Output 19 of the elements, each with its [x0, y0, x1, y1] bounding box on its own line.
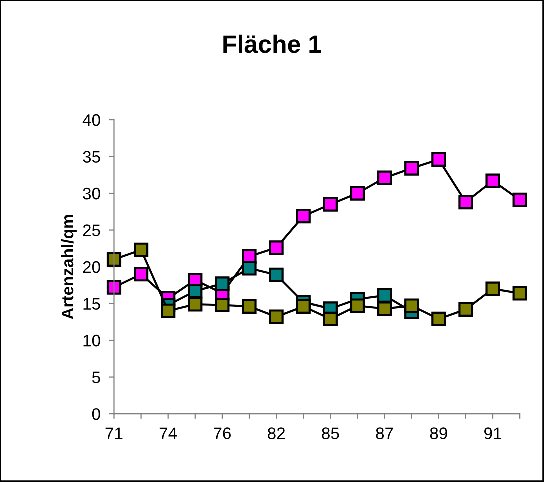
- x-tick-label: 91: [484, 428, 502, 440]
- y-tick-label: 0: [92, 408, 100, 420]
- x-tick-label: 85: [322, 428, 340, 440]
- y-axis-title: Artenzahl/qm: [61, 215, 77, 320]
- x-tick-label: 74: [160, 428, 178, 440]
- y-tick-label: 20: [83, 261, 100, 274]
- x-tick-label: 87: [376, 428, 394, 440]
- y-tick-label: 15: [84, 298, 100, 310]
- chart-title: Fläche 1: [224, 34, 322, 54]
- y-tick-label: 5: [92, 372, 100, 384]
- x-tick-label: 71: [106, 428, 123, 440]
- x-tick-label: 82: [268, 428, 286, 440]
- y-tick-label: 40: [82, 114, 100, 126]
- y-tick-label: 10: [84, 334, 100, 347]
- y-tick-label: 25: [83, 224, 100, 236]
- y-tick-label: 35: [83, 151, 100, 163]
- x-tick-label: 76: [214, 428, 231, 440]
- x-tick-label: 89: [430, 428, 448, 440]
- y-tick-label: 30: [83, 188, 100, 200]
